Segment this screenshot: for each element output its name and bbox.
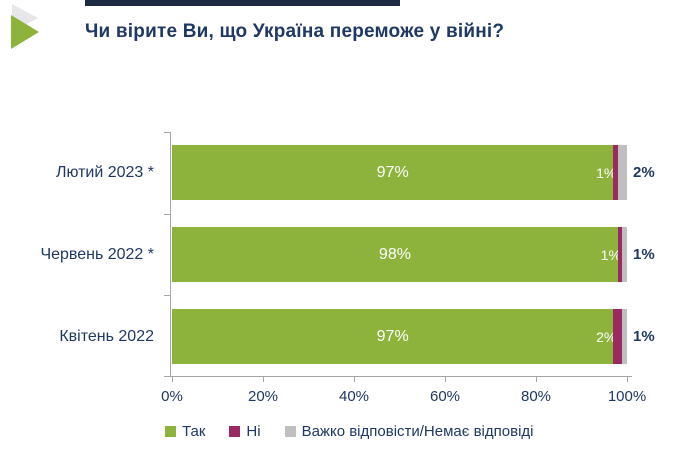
y-axis-tick — [164, 132, 171, 133]
bar-row: 97% 2% 1% — [172, 309, 655, 364]
bar-value-label: 97% — [376, 327, 409, 345]
page-title: Чи вірите Ви, що Україна переможе у війн… — [85, 21, 505, 42]
bar-row: 97% 1% 2% — [172, 145, 655, 200]
bar-value-label: 1% — [600, 246, 621, 263]
y-axis-line — [170, 132, 171, 376]
legend-item-tak: Так — [165, 423, 205, 440]
x-axis-tick — [263, 377, 264, 382]
x-axis-tick — [172, 377, 173, 382]
x-tick-label: 0% — [161, 388, 183, 405]
bar-value-label: 1% — [596, 164, 617, 181]
legend-label: Важко відповісти/Немає відповіді — [301, 423, 534, 440]
x-tick-label: 40% — [338, 388, 370, 405]
bar-segment-tak: 97% 1% — [172, 145, 617, 200]
x-axis-tick — [536, 377, 537, 382]
bar-segment-vazhko — [617, 145, 627, 200]
bar-value-label: 1% — [633, 246, 655, 263]
bar-segment-tak: 97% 2% — [172, 309, 617, 364]
x-tick-label: 60% — [429, 388, 461, 405]
legend-swatch-green — [165, 426, 176, 437]
bar-segment-tak: 98% 1% — [172, 227, 621, 282]
bar-segment-ni — [613, 145, 618, 200]
y-axis-tick — [164, 376, 171, 377]
top-accent-bar — [85, 0, 400, 6]
bar-segment-ni — [617, 227, 623, 282]
x-axis-tick — [354, 377, 355, 382]
bar-value-label: 2% — [633, 164, 655, 181]
legend-item-vazhko: Важко відповісти/Немає відповіді — [284, 423, 534, 440]
x-tick-label: 80% — [520, 388, 552, 405]
legend-label: Так — [182, 423, 206, 440]
category-label: Лютий 2023 * — [55, 164, 154, 181]
legend-swatch-purple — [229, 426, 241, 437]
legend-item-ni: Ні — [229, 423, 261, 440]
x-tick-label: 100% — [607, 388, 647, 405]
x-axis-tick — [627, 377, 628, 382]
category-label: Квітень 2022 — [59, 328, 154, 345]
bar-row: 98% 1% 1% — [172, 227, 655, 282]
legend-label: Ні — [246, 423, 261, 440]
bar-value-label: 2% — [596, 328, 617, 345]
x-axis-line — [170, 376, 632, 377]
bar-value-label: 97% — [376, 163, 409, 181]
x-tick-label: 20% — [247, 388, 279, 405]
bar-value-label: 98% — [378, 245, 411, 263]
category-label: Червень 2022 * — [40, 246, 154, 263]
y-axis-tick — [164, 214, 171, 215]
bar-value-label: 1% — [633, 328, 655, 345]
bar-segment-vazhko — [622, 309, 627, 364]
x-axis-tick — [445, 377, 446, 382]
chart-legend: Так Ні Важко відповісти/Немає відповіді — [165, 423, 534, 440]
bar-segment-vazhko — [622, 227, 627, 282]
y-axis-tick — [164, 295, 171, 296]
arrow-bullet-icon — [11, 4, 39, 49]
bar-segment-ni — [613, 309, 623, 364]
bar-chart: Лютий 2023 * Червень 2022 * Квітень 2022… — [40, 132, 655, 405]
legend-swatch-gray — [284, 426, 296, 437]
